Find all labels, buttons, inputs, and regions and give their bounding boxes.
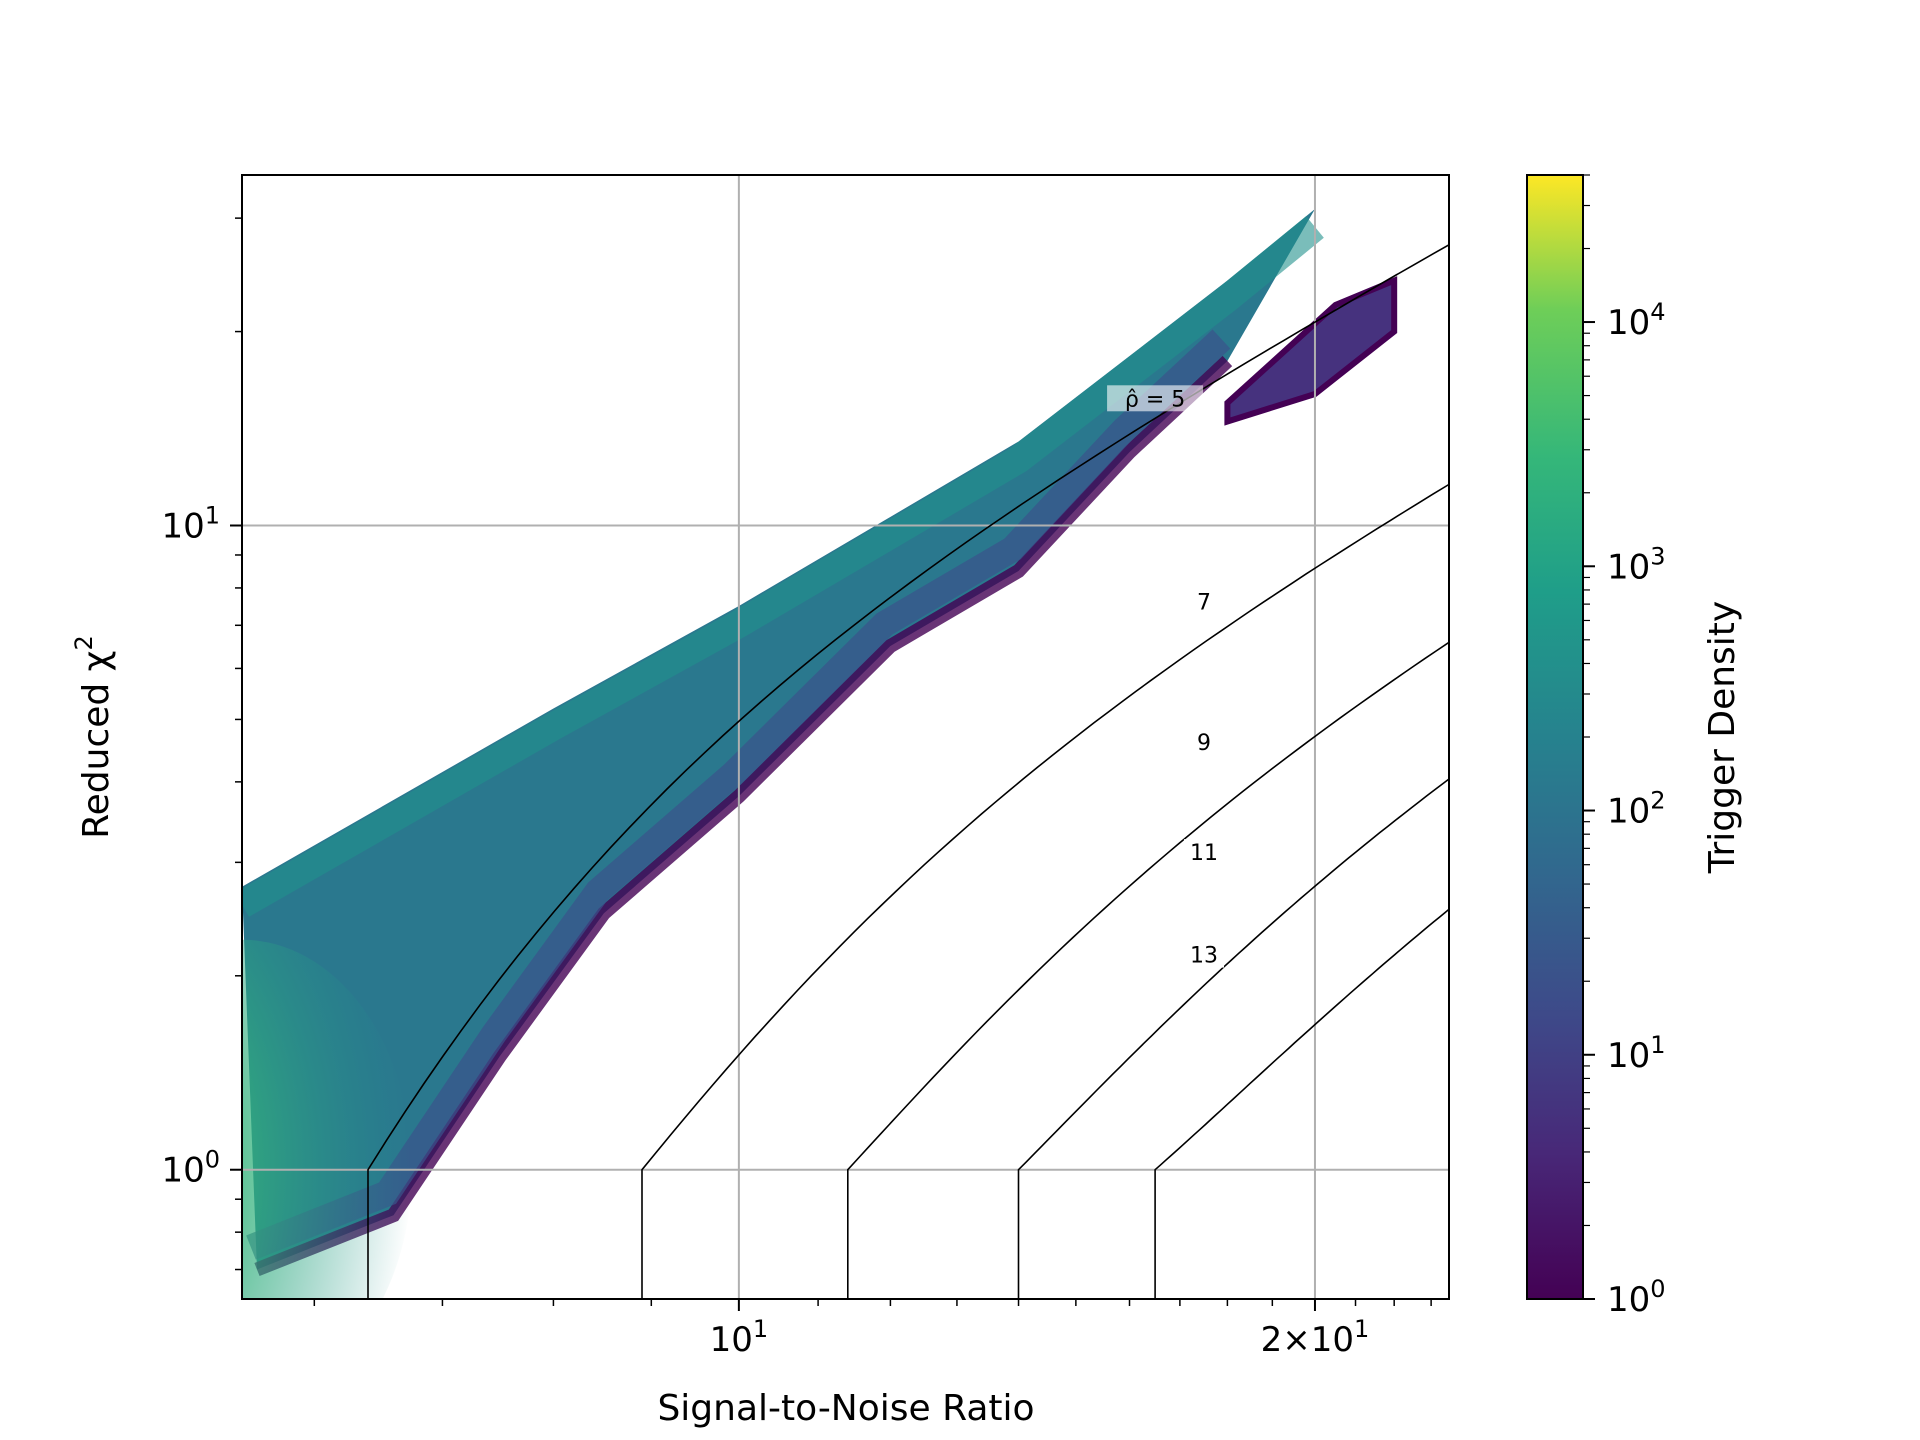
x-axis: 101 2×101 [313, 1299, 1432, 1360]
density-peak [242, 939, 412, 1299]
colorbar-tick-label: 104 [1607, 298, 1666, 343]
contour-layer [367, 243, 1449, 1299]
x-tick-label: 101 [710, 1315, 769, 1360]
x-axis-title: Signal-to-Noise Ratio [657, 1388, 1034, 1429]
colorbar-gradient [1526, 174, 1584, 1300]
contour-line-9 [847, 641, 1449, 1299]
x-tick-label: 2×101 [1261, 1315, 1370, 1360]
contour-label-11: 11 [1190, 841, 1218, 866]
y-tick-label: 101 [161, 502, 220, 547]
contour-line-7 [641, 483, 1449, 1299]
density-upper-band [242, 216, 1324, 917]
contour-label-bg [1183, 839, 1224, 866]
contour-label-bg [1107, 385, 1204, 412]
contour-label-layer: ρ̂ = 5 7 9 11 13 [1107, 385, 1224, 969]
contour-label-13: 13 [1190, 944, 1218, 969]
colorbar-ticks: 100 101 102 103 104 [1583, 174, 1666, 1320]
contour-line-5 [367, 243, 1449, 1299]
contour-label-bg [1190, 588, 1217, 615]
contour-label-7: 7 [1197, 590, 1211, 615]
plot-frame [241, 174, 1450, 1300]
y-axis-title: Reduced χ2 [70, 635, 117, 839]
contour-line-11 [1017, 777, 1449, 1299]
colorbar-tick-label: 102 [1607, 787, 1666, 832]
contour-line-13 [1154, 908, 1449, 1299]
y-axis: 100 101 [161, 217, 242, 1271]
density-branch [1224, 276, 1398, 426]
colorbar: 100 101 102 103 104 Trigger Density [1526, 174, 1743, 1320]
y-tick-label: 100 [161, 1146, 220, 1191]
contour-label-bg [1183, 941, 1224, 968]
contour-label-9: 9 [1197, 731, 1211, 756]
plot-area: ρ̂ = 5 7 9 11 13 101 2×101 100 101 Signal-to-N… [70, 174, 1450, 1429]
colorbar-title: Trigger Density [1702, 601, 1743, 874]
colorbar-tick-label: 100 [1607, 1275, 1666, 1320]
contour-label-5: ρ̂ = 5 [1125, 387, 1185, 412]
contour-label-bg [1190, 728, 1217, 755]
colorbar-tick-label: 103 [1607, 542, 1666, 587]
density-mid-band [246, 329, 1231, 1260]
colorbar-tick-label: 101 [1607, 1031, 1666, 1076]
